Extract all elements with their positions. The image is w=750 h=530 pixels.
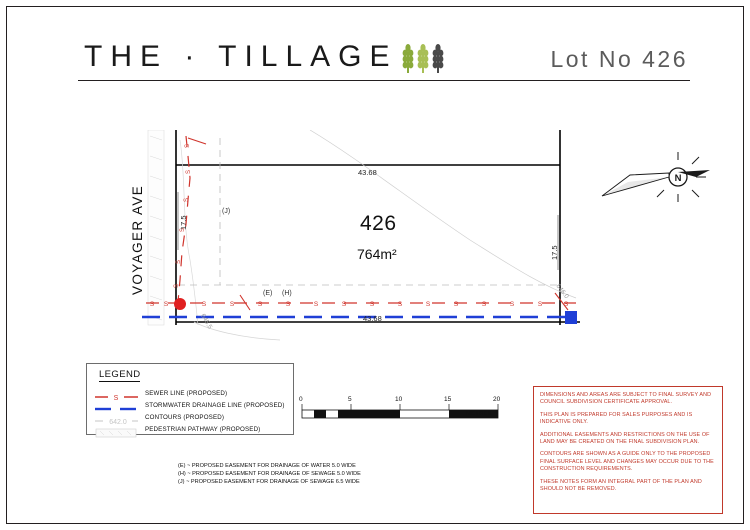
- pedestrian-path-symbol: [95, 425, 139, 437]
- svg-text:S: S: [176, 260, 182, 264]
- scale-tick-10: 10: [395, 396, 403, 403]
- legend-label-contours: CONTOURS (PROPOSED): [145, 414, 225, 421]
- header-divider: [78, 80, 690, 81]
- logo-text: THE · TILLAGE: [84, 40, 398, 73]
- legend-item-sewer: S SEWER LINE (PROPOSED): [95, 388, 291, 402]
- svg-text:S: S: [286, 301, 291, 308]
- svg-text:S: S: [150, 301, 155, 308]
- compass-n-label: N: [675, 173, 682, 184]
- svg-text:S: S: [186, 170, 192, 174]
- note-contours: CONTOURS ARE SHOWN AS A GUIDE ONLY TO TH…: [540, 451, 714, 473]
- contour-line-symbol: 642.0: [95, 413, 139, 426]
- dimension-top: 43.68: [358, 168, 377, 177]
- north-arrow: N: [600, 152, 712, 204]
- svg-text:S: S: [370, 301, 375, 308]
- dimension-left: 17.5: [179, 215, 188, 230]
- legend-label-sewer: SEWER LINE (PROPOSED): [145, 390, 228, 397]
- dimension-right: 17.5: [550, 245, 559, 260]
- scale-tick-15: 15: [444, 396, 452, 403]
- scale-bar: 0 5 10 15 20: [299, 396, 501, 424]
- header: THE · TILLAGE: [78, 36, 690, 86]
- legend-title: LEGEND: [99, 369, 141, 382]
- scale-tick-5: 5: [348, 396, 352, 403]
- svg-text:S: S: [510, 301, 515, 308]
- svg-text:S: S: [454, 301, 459, 308]
- manhole-node: [174, 298, 186, 310]
- svg-text:S: S: [184, 198, 190, 202]
- lot-area-label: 764m²: [357, 246, 397, 262]
- easement-note-e: (E) ~ PROPOSED EASEMENT FOR DRAINAGE OF …: [178, 463, 356, 469]
- scale-unit-label: METRES: [466, 411, 492, 417]
- site-plan: S S S S S S S S S S S S S S S S S S S S S S: [110, 129, 720, 345]
- easement-tag-h: (H): [282, 290, 292, 297]
- legend-item-stormwater: STORMWATER DRAINAGE LINE (PROPOSED): [95, 400, 291, 411]
- plan-drawing: S S S S S S S S S S S S S S S S S S S S S S: [142, 129, 580, 341]
- legend-item-pathway: PEDESTRIAN PATHWAY (PROPOSED): [95, 424, 291, 437]
- contour-value-label: 642.0: [109, 419, 127, 426]
- svg-text:S: S: [202, 301, 207, 308]
- notes-box: DIMENSIONS AND AREAS ARE SUBJECT TO FINA…: [533, 386, 723, 514]
- svg-text:S: S: [180, 228, 186, 232]
- note-integral: THESE NOTES FORM AN INTEGRAL PART OF THE…: [540, 478, 702, 493]
- stormwater-line-symbol: [95, 401, 139, 411]
- easement-tag-e: (E): [263, 290, 273, 297]
- street-name-label: VOYAGER AVE: [130, 184, 145, 295]
- scale-tick-0: 0: [299, 396, 303, 403]
- note-sales: THIS PLAN IS PREPARED FOR SALES PURPOSES…: [540, 411, 693, 426]
- legend-item-contours: 642.0 CONTOURS (PROPOSED): [95, 412, 291, 426]
- svg-text:S: S: [426, 301, 431, 308]
- lot-number-label: 426: [360, 212, 397, 235]
- stormwater-pit: [565, 311, 577, 324]
- svg-text:S: S: [185, 144, 191, 148]
- svg-text:S: S: [114, 395, 119, 402]
- legend-box: LEGEND S SEWER LINE (PROPOSED) STORMWATE…: [86, 363, 294, 437]
- svg-text:S: S: [538, 301, 543, 308]
- brand-logo: THE · TILLAGE: [84, 40, 446, 74]
- lot-title: Lot No 426: [550, 46, 688, 72]
- dimension-bottom: 43.68: [363, 314, 382, 323]
- svg-text:S: S: [230, 301, 235, 308]
- svg-text:S: S: [174, 284, 180, 288]
- legend-label-pathway: PEDESTRIAN PATHWAY (PROPOSED): [145, 426, 261, 433]
- svg-text:S: S: [564, 301, 569, 308]
- easement-note-j: (J) ~ PROPOSED EASEMENT FOR DRAINAGE OF …: [178, 479, 360, 486]
- svg-text:S: S: [258, 301, 263, 308]
- easement-notes: (E) ~ PROPOSED EASEMENT FOR DRAINAGE OF …: [178, 462, 438, 487]
- svg-text:S: S: [342, 301, 347, 308]
- wheat-stalks-icon: [402, 40, 446, 74]
- sewer-line-symbol: S: [95, 389, 139, 402]
- scale-tick-20: 20: [493, 396, 501, 403]
- legend-label-stormwater: STORMWATER DRAINAGE LINE (PROPOSED): [145, 402, 285, 409]
- svg-text:S: S: [314, 301, 319, 308]
- easement-note-h: (H) ~ PROPOSED EASEMENT FOR DRAINAGE OF …: [178, 471, 361, 478]
- svg-text:S: S: [398, 301, 403, 308]
- note-dimensions: DIMENSIONS AND AREAS ARE SUBJECT TO FINA…: [540, 392, 712, 406]
- note-easements: ADDITIONAL EASEMENTS AND RESTRICTIONS ON…: [540, 431, 710, 446]
- svg-text:S: S: [482, 301, 487, 308]
- svg-text:S: S: [164, 301, 169, 308]
- easement-tag-j: (J): [222, 208, 231, 215]
